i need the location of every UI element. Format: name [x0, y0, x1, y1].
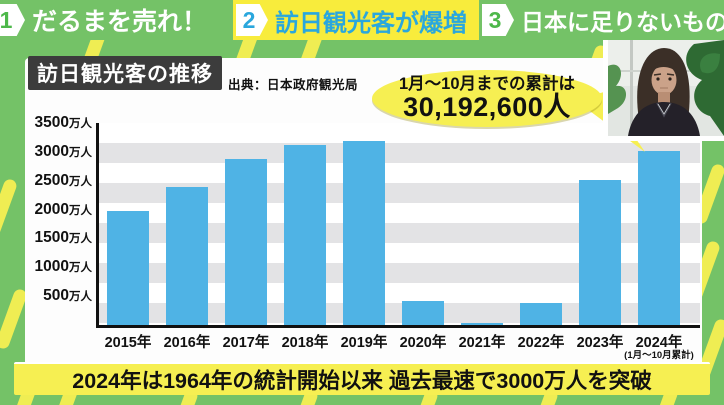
bottom-banner: 2024年は1964年の統計開始以来 過去最速で3000万人を突破: [14, 362, 710, 395]
chart-title: 訪日観光客の推移: [28, 56, 222, 90]
bar-2019年: [343, 140, 385, 325]
chart-source: 出典：日本政府観光局: [228, 78, 359, 92]
necklace: [657, 103, 671, 115]
bottom-banner-text: 2024年は1964年の統計開始以来 過去最速で3000万人を突破: [72, 369, 652, 393]
commentator-scene: [608, 40, 724, 136]
x-tick-label: 2024年: [635, 335, 683, 351]
headline-segment-3: 3 日本に足りないもの: [479, 0, 724, 40]
topic-number-badge: 2: [236, 4, 268, 36]
x-tick-label: 2019年: [340, 335, 388, 351]
y-tick-label: 2000万人: [34, 200, 92, 218]
eye: [668, 77, 672, 81]
bar-2016年: [166, 186, 208, 325]
y-tick-label: 2500万人: [34, 171, 92, 189]
bar-2024年: [638, 150, 680, 325]
x-tick-label: 2015年: [104, 335, 152, 351]
headline-segment-1: 1 だるまを売れ！: [0, 0, 233, 40]
face: [651, 65, 677, 95]
y-tick-label: 3000万人: [34, 142, 92, 160]
bar-2015年: [107, 211, 149, 325]
last-category-note: (1月〜10月累計): [624, 350, 694, 361]
topic-number-badge: 3: [482, 4, 514, 36]
background-stripe: [0, 177, 19, 241]
topic-label: 日本に足りないもの: [521, 9, 724, 35]
x-tick-label: 2022年: [517, 335, 565, 351]
topic-number-badge: 1: [0, 4, 25, 36]
topic-label: だるまを売れ！: [32, 8, 208, 36]
x-tick-label: 2023年: [576, 335, 624, 351]
callout-bubble: 1月〜10月までの累計は 30,192,600人: [372, 70, 602, 127]
headline-bar: 1 だるまを売れ！ 2 訪日観光客が爆増 3 日本に足りないもの: [0, 0, 724, 40]
x-tick-label: 2020年: [399, 335, 447, 351]
bar-2021年: [461, 322, 503, 325]
headline-segment-2: 2 訪日観光客が爆増: [233, 0, 479, 40]
neck: [658, 92, 670, 103]
bar-2017年: [225, 159, 267, 325]
commentator-video-inset: [603, 40, 724, 141]
x-tick-label: 2017年: [222, 335, 270, 351]
bar-2022年: [520, 302, 562, 325]
y-tick-label: 1500万人: [34, 229, 92, 247]
background-stripe: [0, 287, 29, 351]
callout-value: 30,192,600人: [403, 92, 571, 122]
x-tick-label: 2016年: [163, 335, 211, 351]
y-tick-label: 1000万人: [34, 258, 92, 276]
plant-left: [608, 64, 627, 114]
x-tick-label: 2018年: [281, 335, 329, 351]
bar-chart-plot-area: [96, 123, 700, 328]
jacket: [628, 102, 700, 136]
bar-2018年: [284, 144, 326, 325]
bar-2020年: [402, 301, 444, 325]
x-tick-label: 2021年: [458, 335, 506, 351]
y-tick-label: 3500万人: [34, 114, 92, 131]
topic-label: 訪日観光客が爆増: [275, 9, 467, 37]
y-tick-label: 500万人: [43, 287, 92, 305]
bar-2023年: [579, 180, 621, 325]
eye: [656, 77, 660, 81]
callout-text: 1月〜10月までの累計は: [398, 75, 576, 93]
